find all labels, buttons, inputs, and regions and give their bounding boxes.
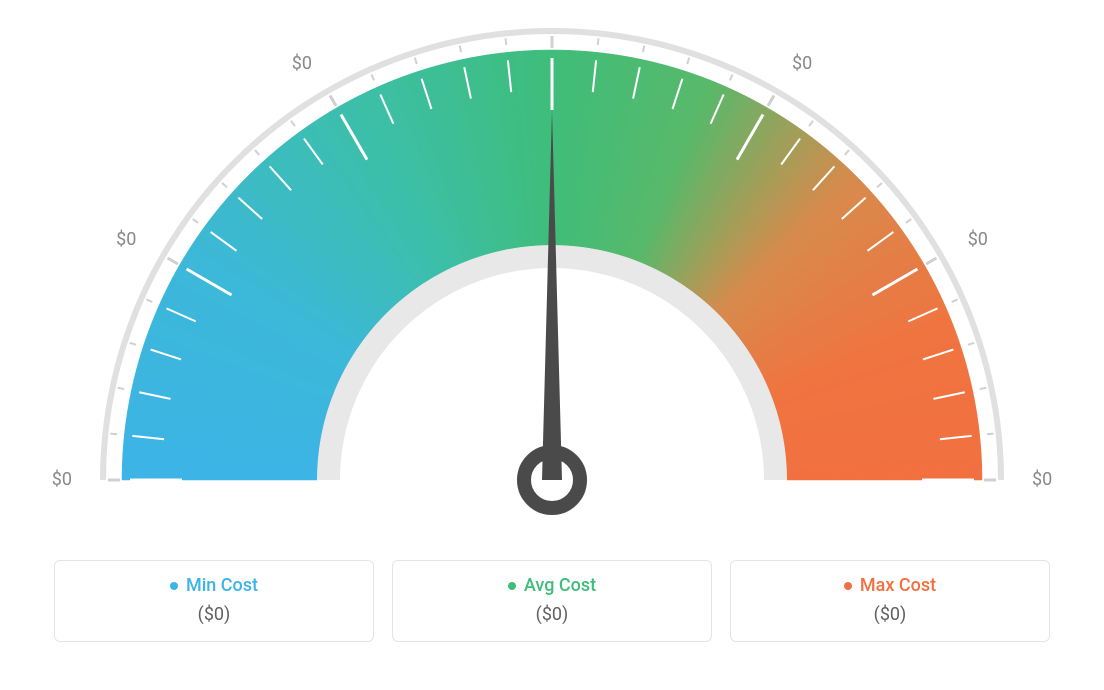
- legend-min-label: Min Cost: [186, 575, 258, 596]
- gauge-outer-tick: [730, 74, 733, 80]
- legend-min-value: ($0): [71, 604, 357, 625]
- gauge-outer-tick: [130, 343, 136, 345]
- gauge-outer-tick: [118, 388, 124, 389]
- gauge-outer-tick: [222, 183, 227, 187]
- gauge-outer-tick: [460, 46, 461, 52]
- gauge-outer-tick: [643, 46, 644, 52]
- legend-label-row: Avg Cost: [409, 575, 695, 596]
- gauge-outer-tick: [110, 434, 117, 435]
- gauge-outer-tick: [926, 258, 936, 264]
- gauge-tick-label: $0: [292, 53, 312, 74]
- legend-row: Min Cost ($0) Avg Cost ($0) Max Cost ($0…: [0, 560, 1104, 642]
- legend-card-max: Max Cost ($0): [730, 560, 1050, 642]
- gauge-tick-label: $0: [1032, 469, 1052, 490]
- gauge-outer-tick: [146, 299, 152, 302]
- legend-max-value: ($0): [747, 604, 1033, 625]
- gauge-outer-tick: [906, 219, 911, 223]
- gauge-outer-tick: [980, 388, 986, 389]
- gauge-outer-tick: [371, 74, 374, 80]
- gauge-outer-tick: [952, 299, 958, 302]
- gauge-outer-tick: [291, 121, 295, 126]
- gauge-outer-tick: [330, 95, 336, 105]
- gauge-outer-tick: [809, 121, 813, 126]
- legend-avg-value: ($0): [409, 604, 695, 625]
- gauge-outer-tick: [255, 150, 259, 155]
- gauge-outer-tick: [877, 183, 882, 187]
- gauge-outer-tick: [415, 58, 417, 64]
- dot-icon: [508, 582, 516, 590]
- gauge-outer-tick: [845, 150, 849, 155]
- legend-label-row: Min Cost: [71, 575, 357, 596]
- gauge-tick-label: $0: [792, 53, 812, 74]
- gauge-outer-tick: [598, 38, 599, 45]
- legend-card-avg: Avg Cost ($0): [392, 560, 712, 642]
- gauge-tick-label: $0: [116, 229, 136, 250]
- gauge-svg: $0$0$0$0$0$0$0: [0, 0, 1104, 560]
- gauge-chart: $0$0$0$0$0$0$0: [0, 0, 1104, 560]
- gauge-outer-tick: [768, 95, 774, 105]
- legend-card-min: Min Cost ($0): [54, 560, 374, 642]
- dot-icon: [844, 582, 852, 590]
- legend-label-row: Max Cost: [747, 575, 1033, 596]
- dot-icon: [170, 582, 178, 590]
- gauge-outer-tick: [687, 58, 689, 64]
- gauge-outer-tick: [968, 343, 974, 345]
- legend-max-label: Max Cost: [860, 575, 936, 596]
- gauge-outer-tick: [987, 434, 994, 435]
- legend-avg-label: Avg Cost: [524, 575, 596, 596]
- gauge-tick-label: $0: [968, 229, 988, 250]
- gauge-tick-label: $0: [52, 469, 72, 490]
- gauge-outer-tick: [193, 219, 198, 223]
- gauge-outer-tick: [167, 258, 177, 264]
- gauge-outer-tick: [506, 38, 507, 45]
